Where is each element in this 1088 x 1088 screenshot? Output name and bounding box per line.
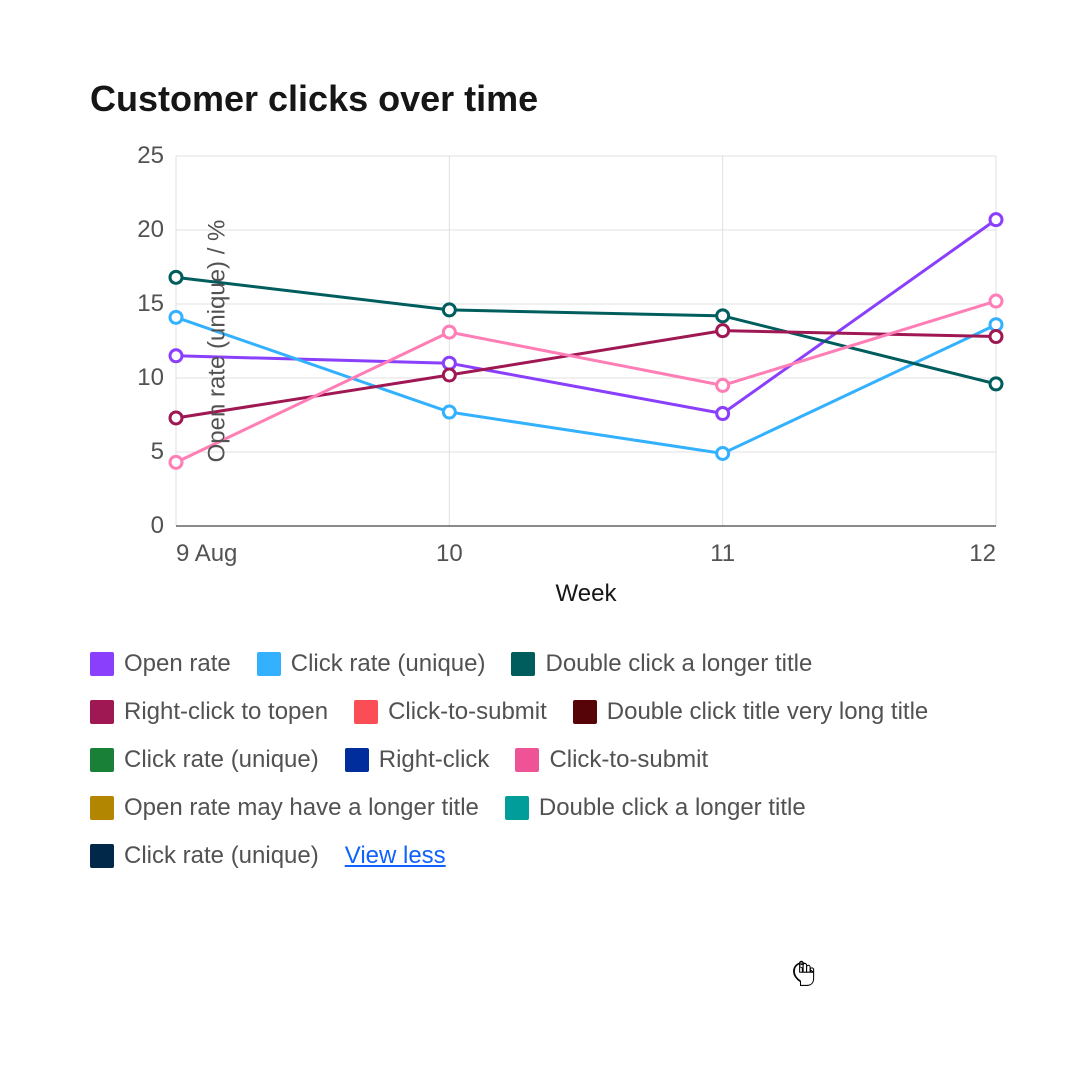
data-point xyxy=(170,456,182,468)
legend-item[interactable]: Click-to-submit xyxy=(354,692,547,732)
legend-swatch xyxy=(257,652,281,676)
data-point xyxy=(717,379,729,391)
data-point xyxy=(443,357,455,369)
y-axis-label: Open rate (unique) / % xyxy=(203,220,231,463)
data-point xyxy=(170,311,182,323)
data-point xyxy=(170,412,182,424)
legend-item[interactable]: Double click a longer title xyxy=(511,644,812,684)
legend-label: Open rate may have a longer title xyxy=(124,788,479,828)
series-line xyxy=(176,220,996,414)
chart-area: Open rate (unique) / % 05101520259 Aug10… xyxy=(176,156,998,608)
legend-label: Click-to-submit xyxy=(388,692,547,732)
legend-swatch xyxy=(90,652,114,676)
y-tick-label: 25 xyxy=(137,142,164,170)
data-point xyxy=(717,325,729,337)
data-point xyxy=(990,331,1002,343)
legend-item[interactable]: Click rate (unique) xyxy=(90,740,319,780)
y-tick-label: 5 xyxy=(151,438,164,466)
legend-item[interactable]: Click rate (unique) xyxy=(90,836,319,876)
legend-label: Click rate (unique) xyxy=(124,740,319,780)
y-tick-label: 20 xyxy=(137,216,164,244)
legend-swatch xyxy=(345,748,369,772)
data-point xyxy=(443,369,455,381)
legend-item[interactable]: Double click a longer title xyxy=(505,788,806,828)
legend-swatch xyxy=(515,748,539,772)
legend-label: Click-to-submit xyxy=(549,740,708,780)
legend-label: Click rate (unique) xyxy=(124,836,319,876)
chart-svg xyxy=(176,156,996,526)
x-tick-label: 11 xyxy=(710,540,735,568)
x-tick-label: 12 xyxy=(969,540,996,568)
legend-label: Double click a longer title xyxy=(539,788,806,828)
legend-item[interactable]: Click rate (unique) xyxy=(257,644,486,684)
legend-item[interactable]: Open rate xyxy=(90,644,231,684)
data-point xyxy=(443,326,455,338)
legend-label: Click rate (unique) xyxy=(291,644,486,684)
legend-label: Open rate xyxy=(124,644,231,684)
data-point xyxy=(990,378,1002,390)
legend-item[interactable]: Right-click to topen xyxy=(90,692,328,732)
legend-swatch xyxy=(505,796,529,820)
plot-area: Open rate (unique) / % 05101520259 Aug10… xyxy=(176,156,996,526)
legend-swatch xyxy=(511,652,535,676)
legend-label: Right-click to topen xyxy=(124,692,328,732)
legend-swatch xyxy=(90,796,114,820)
legend-item[interactable]: Click-to-submit xyxy=(515,740,708,780)
legend-label: Double click a longer title xyxy=(545,644,812,684)
legend-label: Right-click xyxy=(379,740,490,780)
data-point xyxy=(990,319,1002,331)
data-point xyxy=(990,295,1002,307)
x-tick-label: 10 xyxy=(436,540,463,568)
legend-swatch xyxy=(90,748,114,772)
data-point xyxy=(717,408,729,420)
data-point xyxy=(717,447,729,459)
y-tick-label: 0 xyxy=(151,512,164,540)
data-point xyxy=(990,214,1002,226)
cursor-icon xyxy=(790,960,818,988)
legend-swatch xyxy=(573,700,597,724)
data-point xyxy=(170,350,182,362)
legend-swatch xyxy=(90,700,114,724)
data-point xyxy=(717,310,729,322)
view-less-link[interactable]: View less xyxy=(345,836,446,876)
legend-swatch xyxy=(354,700,378,724)
x-tick-label: 9 Aug xyxy=(176,540,237,568)
y-tick-label: 15 xyxy=(137,290,164,318)
data-point xyxy=(170,271,182,283)
legend: Open rate Click rate (unique) Double click… xyxy=(90,644,990,876)
legend-item[interactable]: Right-click xyxy=(345,740,490,780)
series-line xyxy=(176,277,996,384)
legend-swatch xyxy=(90,844,114,868)
legend-item[interactable]: Double click title very long title xyxy=(573,692,928,732)
legend-item[interactable]: Open rate may have a longer title xyxy=(90,788,479,828)
y-tick-label: 10 xyxy=(137,364,164,392)
x-axis-label: Week xyxy=(176,580,996,608)
legend-label: Double click title very long title xyxy=(607,692,928,732)
chart-title: Customer clicks over time xyxy=(90,78,998,120)
data-point xyxy=(443,406,455,418)
data-point xyxy=(443,304,455,316)
